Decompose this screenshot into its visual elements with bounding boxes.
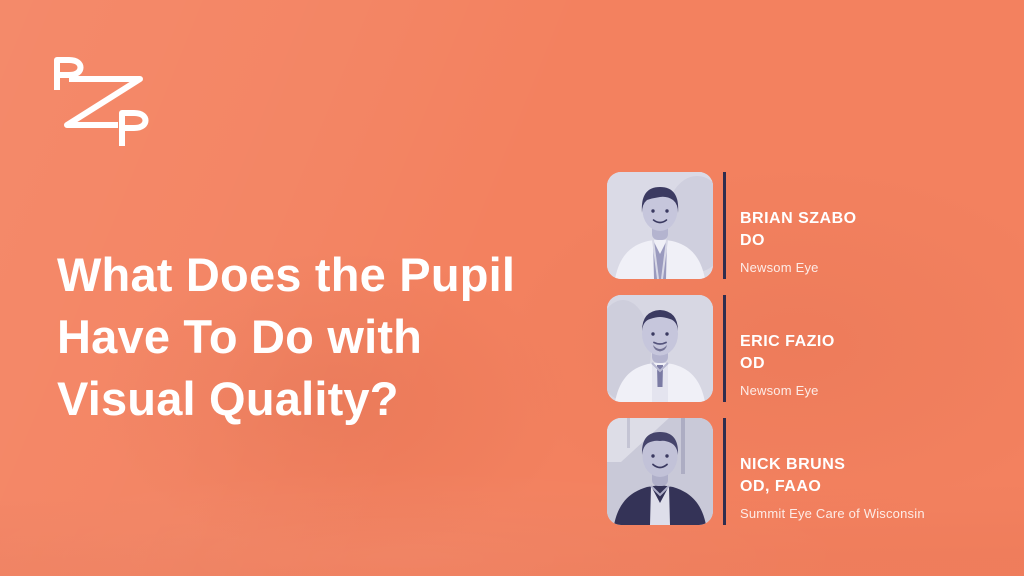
logo-letter-p-top [54,57,84,90]
speaker-organization: Newsom Eye [740,260,819,275]
portrait-illustration-white-coat [607,172,713,279]
vertical-divider [723,418,726,525]
speaker-info: NICK BRUNS OD, FAAO Summit Eye Care of W… [740,418,925,525]
portrait-illustration-coat-and-tie [607,295,713,402]
speaker-photo [607,172,713,279]
speaker-credentials: OD, FAAO [740,478,822,495]
slide-title: What Does the Pupil Have To Do with Visu… [57,244,515,430]
speaker-photo [607,418,713,525]
speaker-card-eric-fazio: ERIC FAZIO OD Newsom Eye [607,295,925,402]
title-line-2: Have To Do with [57,310,423,363]
title-line-3: Visual Quality? [57,372,399,425]
speaker-organization: Newsom Eye [740,383,819,398]
speaker-info: ERIC FAZIO OD Newsom Eye [740,295,835,402]
speaker-card-nick-bruns: NICK BRUNS OD, FAAO Summit Eye Care of W… [607,418,925,525]
title-line-1: What Does the Pupil [57,248,516,301]
vertical-divider [723,295,726,402]
speaker-name: ERIC FAZIO [740,333,835,350]
logo-letter-z [64,76,143,128]
speaker-list: BRIAN SZABO DO Newsom Eye [607,172,925,541]
speaker-organization: Summit Eye Care of Wisconsin [740,506,925,521]
pzp-logo-icon [54,57,149,146]
speaker-card-brian-szabo: BRIAN SZABO DO Newsom Eye [607,172,925,279]
speaker-info: BRIAN SZABO DO Newsom Eye [740,172,857,279]
speaker-credentials: OD [740,355,765,372]
speaker-photo [607,295,713,402]
logo-letter-p-bottom [119,110,149,146]
speaker-credentials: DO [740,232,765,249]
portrait-illustration-dark-suit [607,418,713,525]
vertical-divider [723,172,726,279]
speaker-name: BRIAN SZABO [740,210,857,227]
speaker-name: NICK BRUNS [740,456,846,473]
